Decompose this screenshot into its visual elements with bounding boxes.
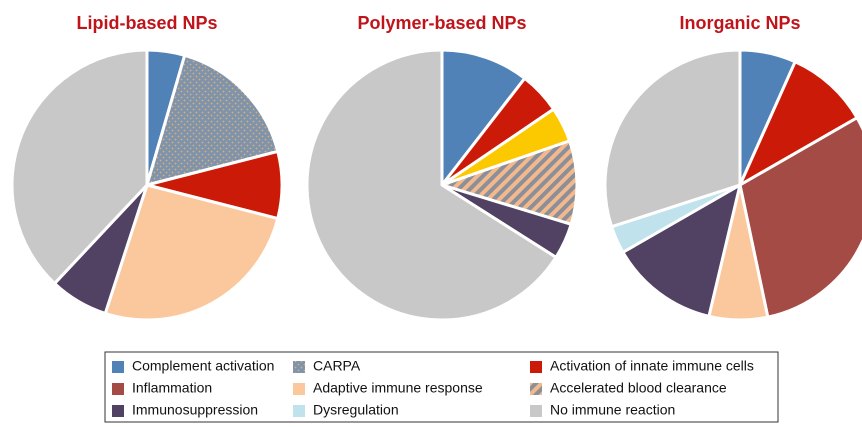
pie-title: Polymer-based NPs bbox=[357, 13, 526, 33]
pie-slice bbox=[440, 139, 579, 226]
legend-swatch bbox=[293, 405, 305, 417]
pie-slice bbox=[103, 183, 280, 322]
legend-label: CARPA bbox=[313, 358, 361, 374]
legend-label: Complement activation bbox=[132, 358, 274, 374]
pie-slice bbox=[305, 48, 558, 322]
pie-slice bbox=[738, 60, 859, 187]
pie-slice bbox=[10, 48, 149, 285]
legend-label: Adaptive immune response bbox=[313, 380, 483, 396]
legend-box bbox=[104, 351, 779, 423]
pie-slice bbox=[145, 53, 280, 187]
pie-slice bbox=[440, 48, 527, 187]
pie-slice bbox=[621, 183, 742, 318]
legend-label: Accelerated blood clearance bbox=[550, 380, 727, 396]
legend-label: Dysregulation bbox=[313, 402, 399, 418]
legend-swatch bbox=[112, 361, 124, 373]
legend-swatch bbox=[112, 405, 124, 417]
legend-swatch bbox=[530, 361, 542, 373]
legend-swatch bbox=[293, 383, 305, 395]
legend-label: No immune reaction bbox=[550, 402, 675, 418]
legend-label: Inflammation bbox=[132, 380, 212, 396]
pie-slice bbox=[738, 116, 862, 319]
pie-title: Inorganic NPs bbox=[679, 13, 800, 33]
legend-swatch bbox=[112, 383, 124, 395]
pie-title: Lipid-based NPs bbox=[76, 13, 217, 33]
legend-label: Immunosuppression bbox=[132, 402, 258, 418]
pie-slice bbox=[603, 48, 742, 229]
legend-swatch bbox=[530, 383, 542, 395]
legend-swatch bbox=[293, 361, 305, 373]
legend-swatch bbox=[530, 405, 542, 417]
legend-label: Activation of innate immune cells bbox=[550, 358, 754, 374]
